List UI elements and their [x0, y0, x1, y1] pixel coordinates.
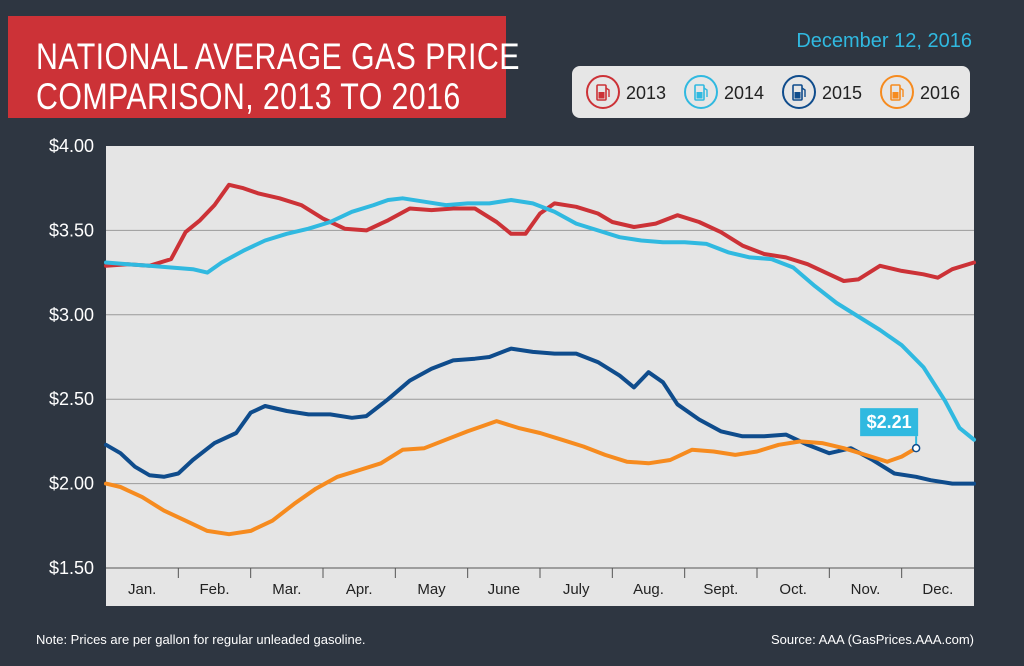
x-tick-label: May: [417, 581, 446, 598]
y-tick-label: $2.00: [49, 474, 94, 494]
callout-box: [860, 408, 919, 437]
current-price-label: $2.21: [867, 412, 912, 432]
series-line-2014: [104, 196, 976, 442]
series-line-2015: [104, 346, 976, 486]
chart-title-line-1: NATIONAL AVERAGE GAS PRICE: [36, 36, 520, 77]
gas-pump-icon: [782, 75, 816, 109]
source-credit: Source: AAA (GasPrices.AAA.com): [770, 632, 974, 647]
y-tick-label: $1.50: [49, 558, 94, 578]
y-tick-label: $2.50: [49, 389, 94, 409]
x-tick-label: Apr.: [346, 581, 373, 598]
x-tick-label: Aug.: [633, 581, 664, 598]
x-tick-label: Nov.: [851, 581, 881, 598]
series-line-2013: [104, 182, 976, 283]
series-line-2016: [104, 419, 919, 537]
gas-pump-icon: [684, 75, 718, 109]
chart-title-line-2: COMPARISON, 2013 TO 2016: [36, 76, 461, 117]
y-tick-label: $3.50: [49, 220, 94, 240]
gas-pump-icon: [586, 75, 620, 109]
legend-label: 2013: [626, 83, 667, 103]
x-axis: Jan. Feb. Mar. Apr. May June July Aug. Sept. Oct.…: [106, 567, 974, 598]
x-tick-label: Dec.: [922, 581, 953, 598]
current-price-callout: $2.21: [860, 408, 921, 453]
legend-label: 2014: [724, 83, 765, 103]
legend: 2013 2014 2015 2016: [572, 66, 970, 118]
x-tick-label: July: [563, 581, 590, 598]
gridlines: [106, 229, 974, 485]
x-tick-label: Feb.: [199, 581, 229, 598]
y-tick-label: $4.00: [49, 136, 94, 156]
legend-label: 2015: [822, 83, 863, 103]
y-tick-label: $3.00: [49, 305, 94, 325]
footnote: Note: Prices are per gallon for regular …: [36, 632, 366, 647]
series-lines: [104, 182, 976, 537]
current-point: [911, 443, 921, 453]
x-tick-label: Sept.: [703, 581, 738, 598]
x-tick-label: Jan.: [128, 581, 156, 598]
title-banner: NATIONAL AVERAGE GAS PRICE COMPARISON, 2…: [8, 16, 519, 118]
y-axis: $4.00 $3.50 $3.00 $2.50 $2.00 $1.50: [49, 136, 94, 578]
x-tick-label: Mar.: [272, 581, 301, 598]
legend-label: 2016: [920, 83, 961, 103]
gas-pump-icon: [880, 75, 914, 109]
report-date: December 12, 2016: [796, 30, 972, 52]
x-tick-label: Oct.: [779, 581, 807, 598]
x-tick-label: June: [488, 581, 521, 598]
